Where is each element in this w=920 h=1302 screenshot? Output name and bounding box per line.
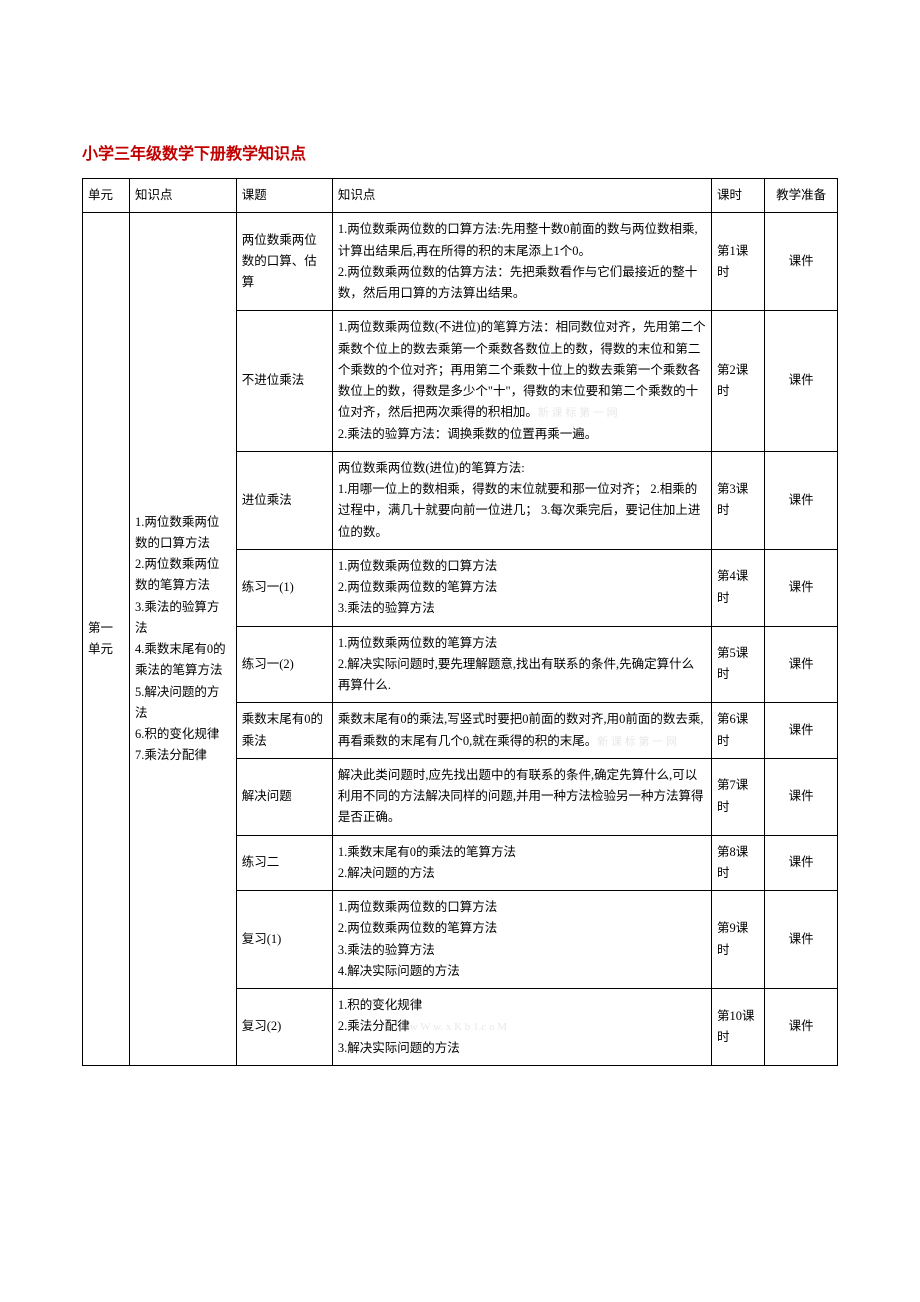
prep-cell: 课件 bbox=[765, 549, 838, 626]
period-cell: 第1课时 bbox=[711, 213, 764, 311]
detail-line: 2.乘法的验算方法：调换乘数的位置再乘一遍。 bbox=[338, 427, 597, 441]
detail-line: 1.积的变化规律 bbox=[338, 998, 422, 1012]
prep-cell: 课件 bbox=[765, 703, 838, 759]
detail-cell: 1.两位数乘两位数的口算方法2.两位数乘两位数的笔算方法3.乘法的验算方法4.解… bbox=[332, 891, 711, 989]
detail-cell: 1.乘数末尾有0的乘法的笔算方法2.解决问题的方法 bbox=[332, 835, 711, 891]
watermark-text: 新 课 标 第 一 网 bbox=[538, 407, 618, 419]
knowledge-table: 单元 知识点 课题 知识点 课时 教学准备 第一单元 1.两位数乘两位数的口算方… bbox=[82, 178, 838, 1066]
topic-cell: 练习一(1) bbox=[236, 549, 332, 626]
topic-cell: 不进位乘法 bbox=[236, 311, 332, 452]
detail-cell: 乘数末尾有0的乘法,写竖式时要把0前面的数对齐,用0前面的数去乘,再看乘数的末尾… bbox=[332, 703, 711, 759]
col-header-topic: 课题 bbox=[236, 179, 332, 213]
topic-cell: 乘数末尾有0的乘法 bbox=[236, 703, 332, 759]
detail-line: 3.解决实际问题的方法 bbox=[338, 1041, 460, 1055]
detail-cell: 1.积的变化规律 2.乘法分配律w W w. x K b 1.c o M 3.解… bbox=[332, 989, 711, 1066]
period-cell: 第3课时 bbox=[711, 451, 764, 549]
detail-cell: 1.两位数乘两位数的笔算方法2.解决实际问题时,要先理解题意,找出有联系的条件,… bbox=[332, 626, 711, 703]
detail-line: 2.乘法分配律 bbox=[338, 1019, 410, 1033]
prep-cell: 课件 bbox=[765, 891, 838, 989]
col-header-detail: 知识点 bbox=[332, 179, 711, 213]
detail-cell: 1.两位数乘两位数的口算方法:先用整十数0前面的数与两位数相乘,计算出结果后,再… bbox=[332, 213, 711, 311]
prep-cell: 课件 bbox=[765, 626, 838, 703]
topic-cell: 练习一(2) bbox=[236, 626, 332, 703]
table-body: 第一单元 1.两位数乘两位数的口算方法2.两位数乘两位数的笔算方法3.乘法的验算… bbox=[83, 213, 838, 1066]
topic-cell: 两位数乘两位数的口算、估算 bbox=[236, 213, 332, 311]
period-cell: 第6课时 bbox=[711, 703, 764, 759]
prep-cell: 课件 bbox=[765, 311, 838, 452]
page-title: 小学三年级数学下册教学知识点 bbox=[82, 140, 838, 164]
period-cell: 第8课时 bbox=[711, 835, 764, 891]
watermark-text: 新 课 标 第 一 网 bbox=[597, 736, 677, 748]
prep-cell: 课件 bbox=[765, 758, 838, 835]
table-row: 第一单元 1.两位数乘两位数的口算方法2.两位数乘两位数的笔算方法3.乘法的验算… bbox=[83, 213, 838, 311]
prep-cell: 课件 bbox=[765, 835, 838, 891]
period-cell: 第4课时 bbox=[711, 549, 764, 626]
prep-cell: 课件 bbox=[765, 989, 838, 1066]
detail-cell: 两位数乘两位数(进位)的笔算方法: 1.用哪一位上的数相乘，得数的末位就要和那一… bbox=[332, 451, 711, 549]
col-header-prep: 教学准备 bbox=[765, 179, 838, 213]
detail-cell: 解决此类问题时,应先找出题中的有联系的条件,确定先算什么,可以利用不同的方法解决… bbox=[332, 758, 711, 835]
period-cell: 第9课时 bbox=[711, 891, 764, 989]
period-cell: 第2课时 bbox=[711, 311, 764, 452]
period-cell: 第7课时 bbox=[711, 758, 764, 835]
col-header-knowledge: 知识点 bbox=[129, 179, 236, 213]
period-cell: 第10课时 bbox=[711, 989, 764, 1066]
topic-cell: 复习(2) bbox=[236, 989, 332, 1066]
prep-cell: 课件 bbox=[765, 451, 838, 549]
detail-cell: 1.两位数乘两位数的口算方法2.两位数乘两位数的笔算方法3.乘法的验算方法 bbox=[332, 549, 711, 626]
topic-cell: 解决问题 bbox=[236, 758, 332, 835]
col-header-period: 课时 bbox=[711, 179, 764, 213]
topic-cell: 练习二 bbox=[236, 835, 332, 891]
topic-cell: 进位乘法 bbox=[236, 451, 332, 549]
topic-cell: 复习(1) bbox=[236, 891, 332, 989]
prep-cell: 课件 bbox=[765, 213, 838, 311]
col-header-unit: 单元 bbox=[83, 179, 130, 213]
unit-cell: 第一单元 bbox=[83, 213, 130, 1066]
knowledge-summary-cell: 1.两位数乘两位数的口算方法2.两位数乘两位数的笔算方法3.乘法的验算方法4.乘… bbox=[129, 213, 236, 1066]
watermark-text: w W w. x K b 1.c o M bbox=[410, 1021, 507, 1033]
detail-cell: 1.两位数乘两位数(不进位)的笔算方法：相同数位对齐，先用第二个乘数个位上的数去… bbox=[332, 311, 711, 452]
detail-line: 1.两位数乘两位数(不进位)的笔算方法：相同数位对齐，先用第二个乘数个位上的数去… bbox=[338, 320, 706, 419]
period-cell: 第5课时 bbox=[711, 626, 764, 703]
table-header-row: 单元 知识点 课题 知识点 课时 教学准备 bbox=[83, 179, 838, 213]
